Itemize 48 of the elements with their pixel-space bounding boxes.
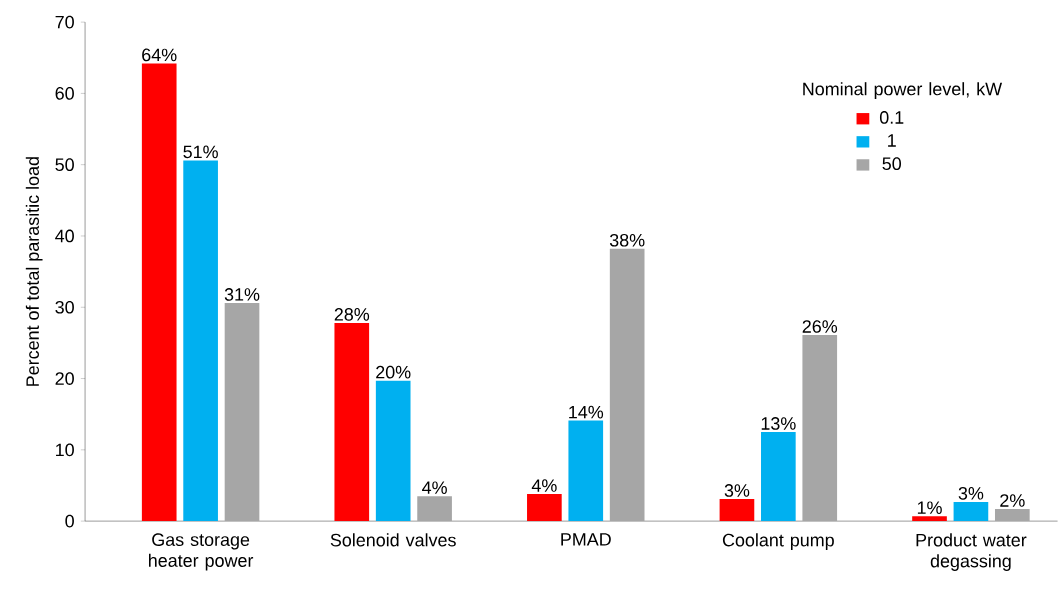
data-label: 1% bbox=[917, 501, 942, 514]
x-tick-label: Coolant pump bbox=[722, 533, 834, 550]
data-label: 20% bbox=[376, 365, 411, 379]
x-tick-label: Solenoid valves bbox=[330, 533, 456, 547]
y-tick-label: 20 bbox=[55, 372, 74, 385]
bar bbox=[953, 501, 989, 522]
legend-label: 1 bbox=[888, 134, 896, 147]
data-label: 28% bbox=[334, 308, 370, 321]
y-tick-label: 70 bbox=[55, 15, 74, 29]
y-tick-label: 40 bbox=[55, 229, 74, 243]
y-tick-label: 10 bbox=[56, 443, 74, 457]
bar bbox=[912, 516, 947, 522]
legend-label: 50 bbox=[882, 157, 902, 170]
bar bbox=[994, 508, 1030, 522]
bar bbox=[719, 499, 755, 522]
bar bbox=[609, 248, 645, 522]
bar bbox=[375, 380, 411, 522]
data-label: 38% bbox=[609, 233, 645, 247]
bar bbox=[417, 496, 452, 522]
legend-title: Nominal power level, kW bbox=[803, 82, 1003, 99]
data-label: 4% bbox=[531, 479, 557, 492]
data-label: 13% bbox=[761, 417, 796, 430]
data-label: 14% bbox=[569, 405, 604, 419]
bar bbox=[802, 335, 838, 522]
y-tick-label: 30 bbox=[55, 300, 74, 314]
data-label: 64% bbox=[142, 48, 177, 62]
y-tick-label: 50 bbox=[55, 158, 74, 172]
x-tick-label: Gas storage heater power bbox=[149, 533, 254, 571]
y-tick-label: 0 bbox=[65, 514, 74, 528]
data-label: 3% bbox=[958, 486, 984, 500]
y-tick-label: 60 bbox=[55, 87, 74, 100]
bar bbox=[761, 432, 796, 522]
x-tick-label: PMAD bbox=[561, 533, 611, 546]
data-label: 2% bbox=[1000, 494, 1025, 507]
bar bbox=[527, 494, 562, 522]
data-label: 31% bbox=[224, 288, 260, 301]
bar bbox=[568, 420, 604, 522]
bar bbox=[141, 63, 177, 522]
bar bbox=[224, 302, 260, 522]
x-tick-label: Product water degassing bbox=[916, 533, 1027, 571]
data-label: 26% bbox=[802, 320, 838, 333]
y-axis-title: Percent of total parasitic load bbox=[25, 157, 43, 386]
data-label: 51% bbox=[183, 145, 218, 159]
bar bbox=[183, 160, 218, 522]
data-label: 3% bbox=[724, 484, 750, 497]
bar bbox=[334, 322, 370, 522]
legend-label: 0.1 bbox=[879, 111, 904, 124]
data-label: 4% bbox=[422, 481, 447, 494]
